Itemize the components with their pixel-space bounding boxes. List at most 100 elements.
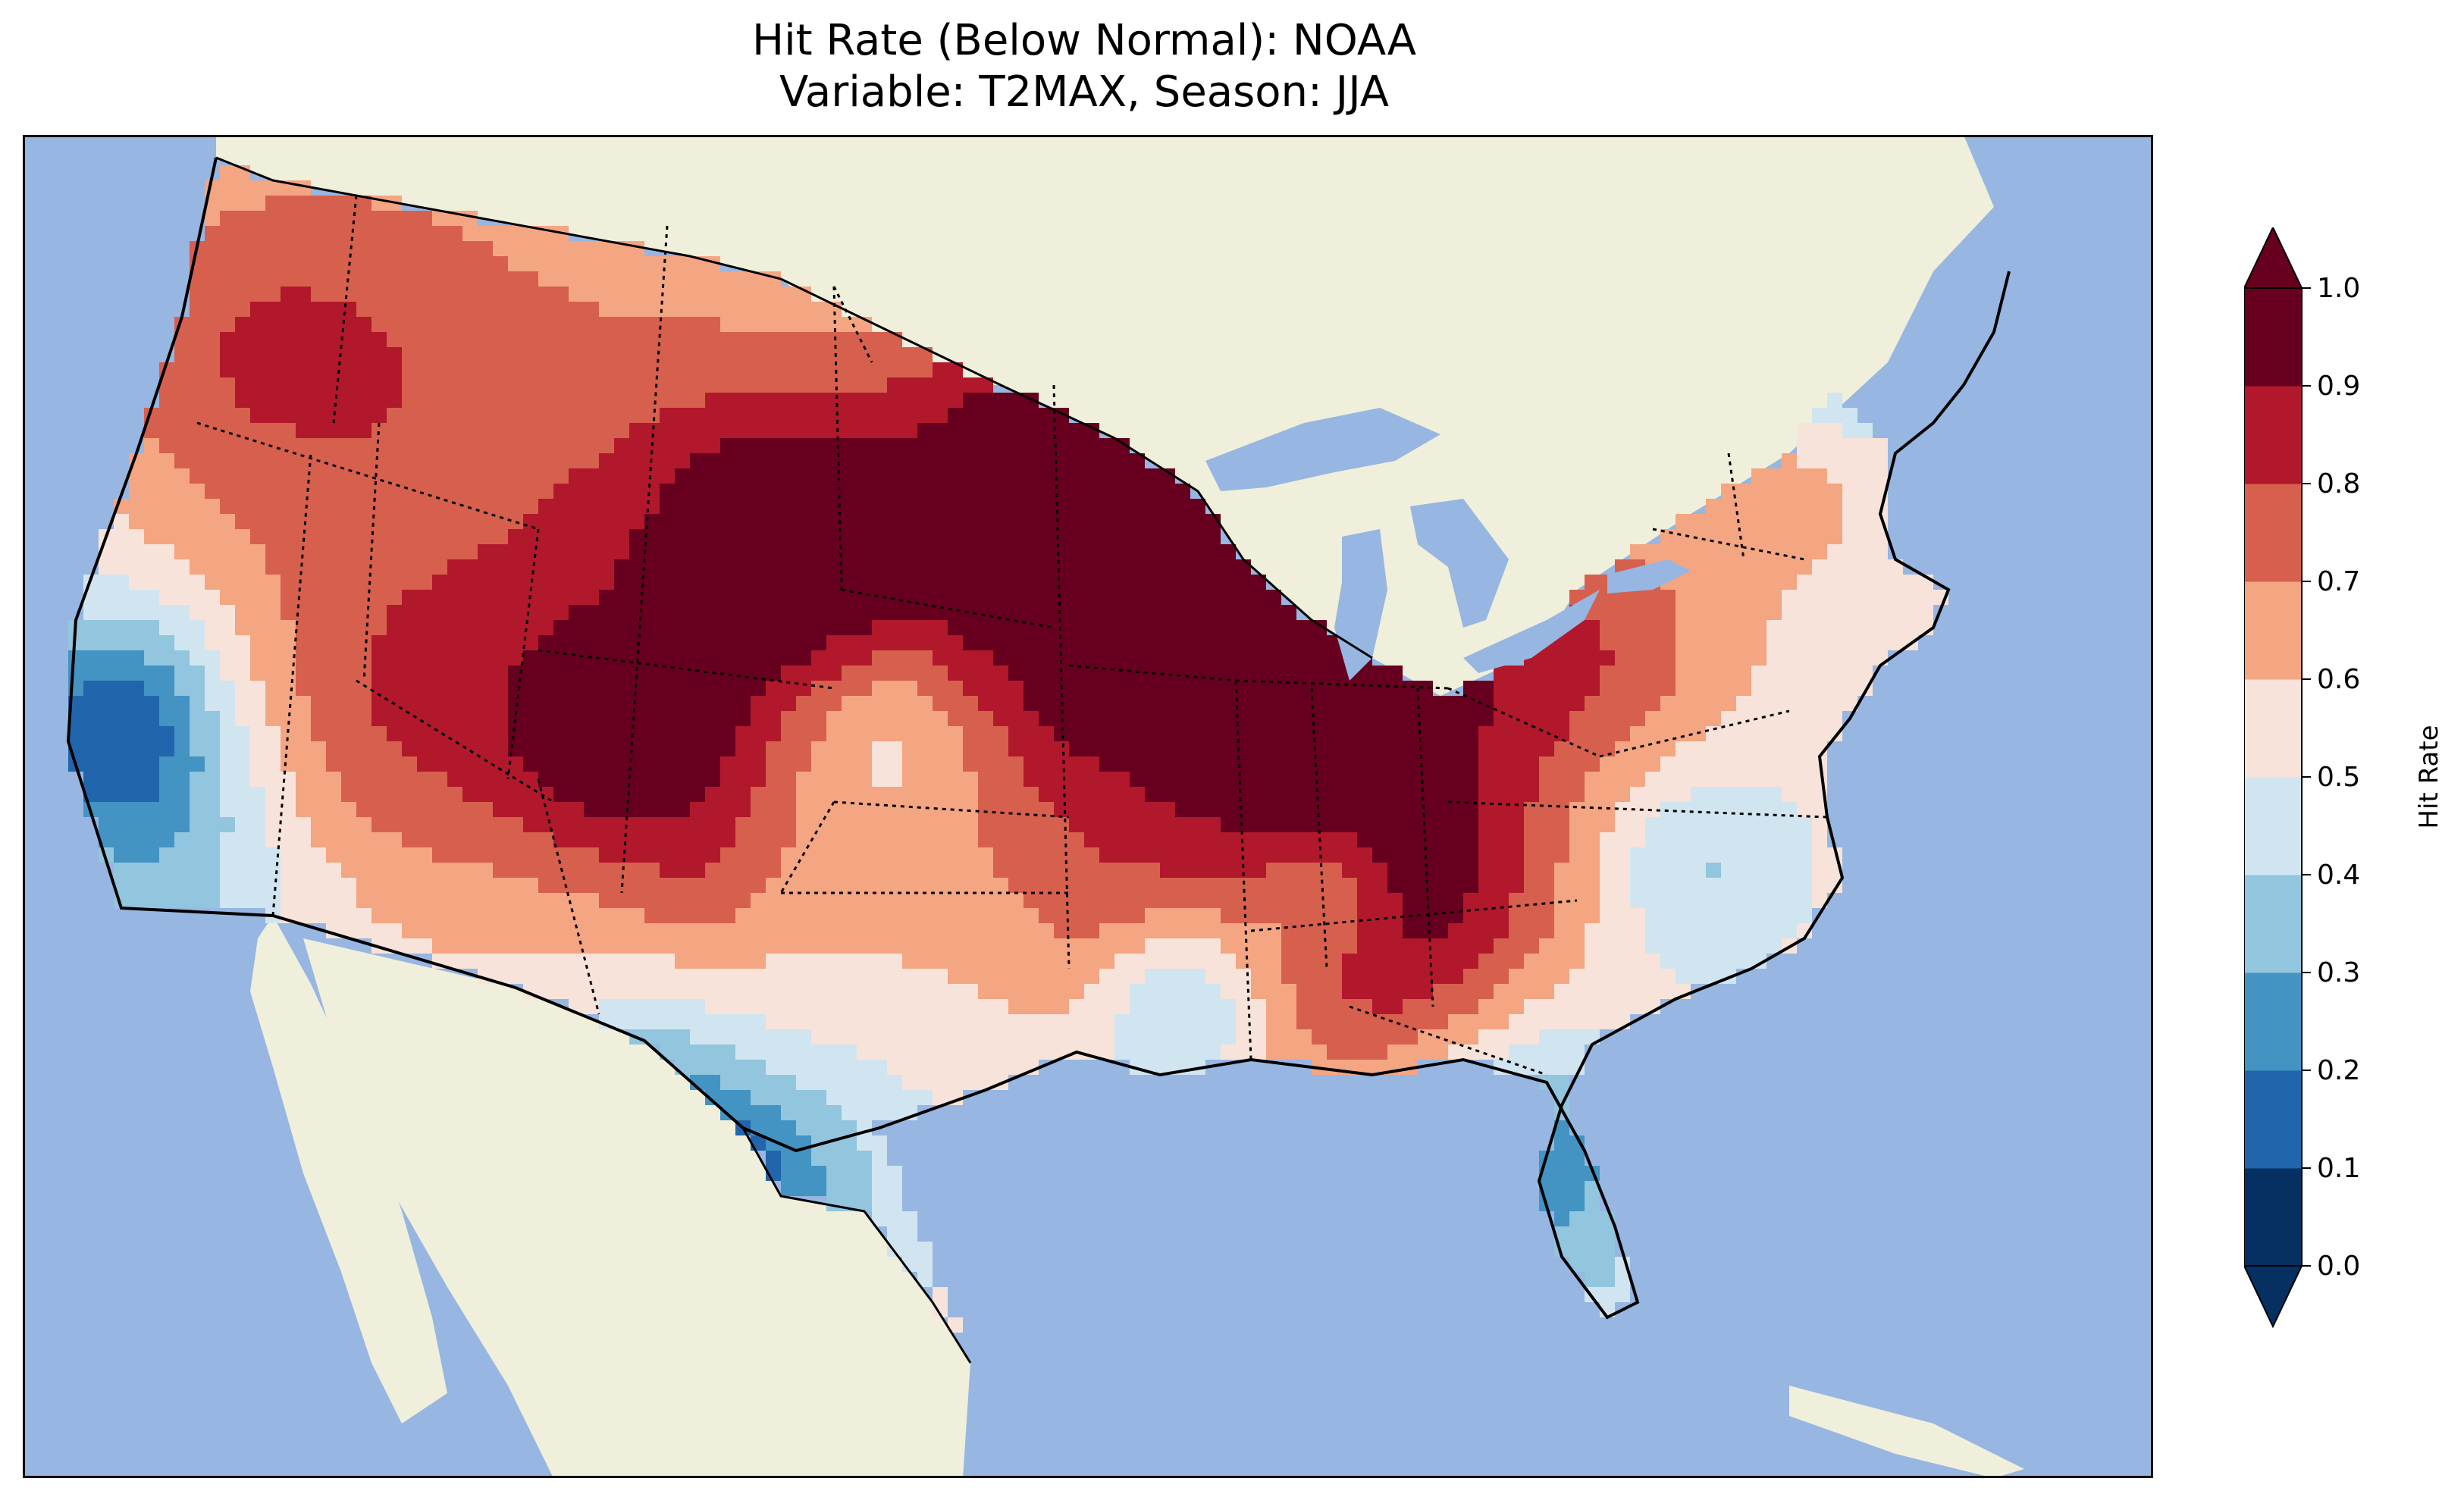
heatmap-cell: [1478, 878, 1494, 893]
heatmap-cell: [1842, 438, 1857, 453]
heatmap-cell: [1387, 1014, 1403, 1029]
heatmap-cell: [1190, 575, 1205, 590]
heatmap-cell: [644, 756, 660, 772]
heatmap-cell: [447, 393, 462, 408]
heatmap-cell: [83, 666, 99, 681]
heatmap-cell: [1782, 832, 1797, 847]
heatmap-cell: [614, 650, 629, 666]
heatmap-cell: [735, 984, 751, 999]
heatmap-cell: [447, 878, 462, 893]
heatmap-cell: [720, 923, 735, 938]
heatmap-cell: [1736, 544, 1751, 559]
heatmap-cell: [1706, 559, 1721, 575]
heatmap-cell: [629, 696, 644, 711]
heatmap-cell: [766, 590, 781, 605]
heatmap-cell: [781, 377, 796, 393]
heatmap-cell: [371, 878, 387, 893]
heatmap-cell: [1676, 696, 1691, 711]
heatmap-cell: [902, 650, 917, 666]
heatmap-cell: [190, 681, 205, 696]
heatmap-cell: [447, 302, 462, 317]
heatmap-cell: [159, 666, 174, 681]
heatmap-cell: [1266, 954, 1281, 969]
heatmap-cell: [250, 559, 265, 575]
heatmap-cell: [1463, 802, 1478, 817]
heatmap-cell: [1160, 620, 1175, 635]
heatmap-cell: [1024, 408, 1039, 423]
heatmap-cell: [1600, 1242, 1615, 1257]
heatmap-cell: [629, 817, 644, 832]
heatmap-cell: [432, 802, 447, 817]
heatmap-cell: [371, 332, 387, 347]
heatmap-cell: [1827, 408, 1842, 423]
heatmap-cell: [250, 787, 265, 802]
heatmap-cell: [1888, 620, 1903, 635]
heatmap-cell: [1524, 772, 1539, 787]
heatmap-cell: [387, 559, 402, 575]
heatmap-cell: [432, 590, 447, 605]
heatmap-cell: [887, 1166, 902, 1181]
heatmap-cell: [1024, 923, 1039, 938]
heatmap-cell: [371, 620, 387, 635]
heatmap-cell: [250, 666, 265, 681]
heatmap-cell: [1433, 696, 1448, 711]
heatmap-cell: [538, 741, 553, 756]
heatmap-cell: [872, 711, 887, 726]
heatmap-cell: [1478, 787, 1494, 802]
heatmap-cell: [1387, 878, 1403, 893]
heatmap-cell: [872, 863, 887, 878]
heatmap-cell: [1569, 923, 1585, 938]
heatmap-cell: [1357, 787, 1372, 802]
heatmap-cell: [1069, 954, 1084, 969]
heatmap-cell: [1160, 514, 1175, 529]
heatmap-cell: [933, 878, 948, 893]
heatmap-cell: [1827, 650, 1842, 666]
heatmap-cell: [553, 256, 569, 271]
heatmap-cell: [265, 377, 281, 393]
heatmap-cell: [644, 271, 660, 287]
heatmap-cell: [1751, 802, 1766, 817]
heatmap-cell: [978, 559, 993, 575]
heatmap-cell: [326, 787, 341, 802]
heatmap-cell: [1221, 681, 1236, 696]
heatmap-cell: [1524, 999, 1539, 1014]
heatmap-cell: [720, 317, 735, 332]
heatmap-cell: [1600, 711, 1615, 726]
heatmap-cell: [644, 741, 660, 756]
heatmap-cell: [1554, 969, 1569, 984]
heatmap-cell: [902, 847, 917, 863]
heatmap-cell: [796, 453, 811, 468]
heatmap-cell: [190, 393, 205, 408]
heatmap-cell: [1008, 408, 1024, 423]
heatmap-cell: [1842, 666, 1857, 681]
heatmap-cell: [1190, 1045, 1205, 1060]
heatmap-cell: [1630, 999, 1645, 1014]
heatmap-cell: [963, 999, 978, 1014]
heatmap-cell: [811, 756, 826, 772]
heatmap-cell: [371, 438, 387, 453]
heatmap-cell: [826, 605, 842, 620]
heatmap-cell: [387, 271, 402, 287]
heatmap-cell: [1099, 453, 1114, 468]
heatmap-cell: [1069, 847, 1084, 863]
heatmap-cell: [1236, 1014, 1251, 1029]
heatmap-cell: [402, 847, 417, 863]
heatmap-cell: [1084, 923, 1099, 938]
heatmap-cell: [720, 287, 735, 302]
heatmap-cell: [311, 832, 326, 847]
heatmap-cell: [417, 256, 432, 271]
heatmap-cell: [705, 650, 720, 666]
heatmap-cell: [1114, 847, 1130, 863]
heatmap-cell: [1084, 681, 1099, 696]
heatmap-cell: [1539, 969, 1554, 984]
heatmap-cell: [1160, 1045, 1175, 1060]
heatmap-cell: [1448, 923, 1463, 938]
heatmap-cell: [1676, 544, 1691, 559]
heatmap-cell: [523, 484, 538, 499]
state-border: [1349, 1005, 1547, 1076]
heatmap-cell: [1145, 938, 1160, 954]
colorbar-ticks: 0.00.10.20.30.40.50.60.70.80.91.0: [2302, 273, 2360, 1282]
heatmap-cell: [1099, 438, 1114, 453]
heatmap-cell: [432, 772, 447, 787]
heatmap-cell: [387, 605, 402, 620]
